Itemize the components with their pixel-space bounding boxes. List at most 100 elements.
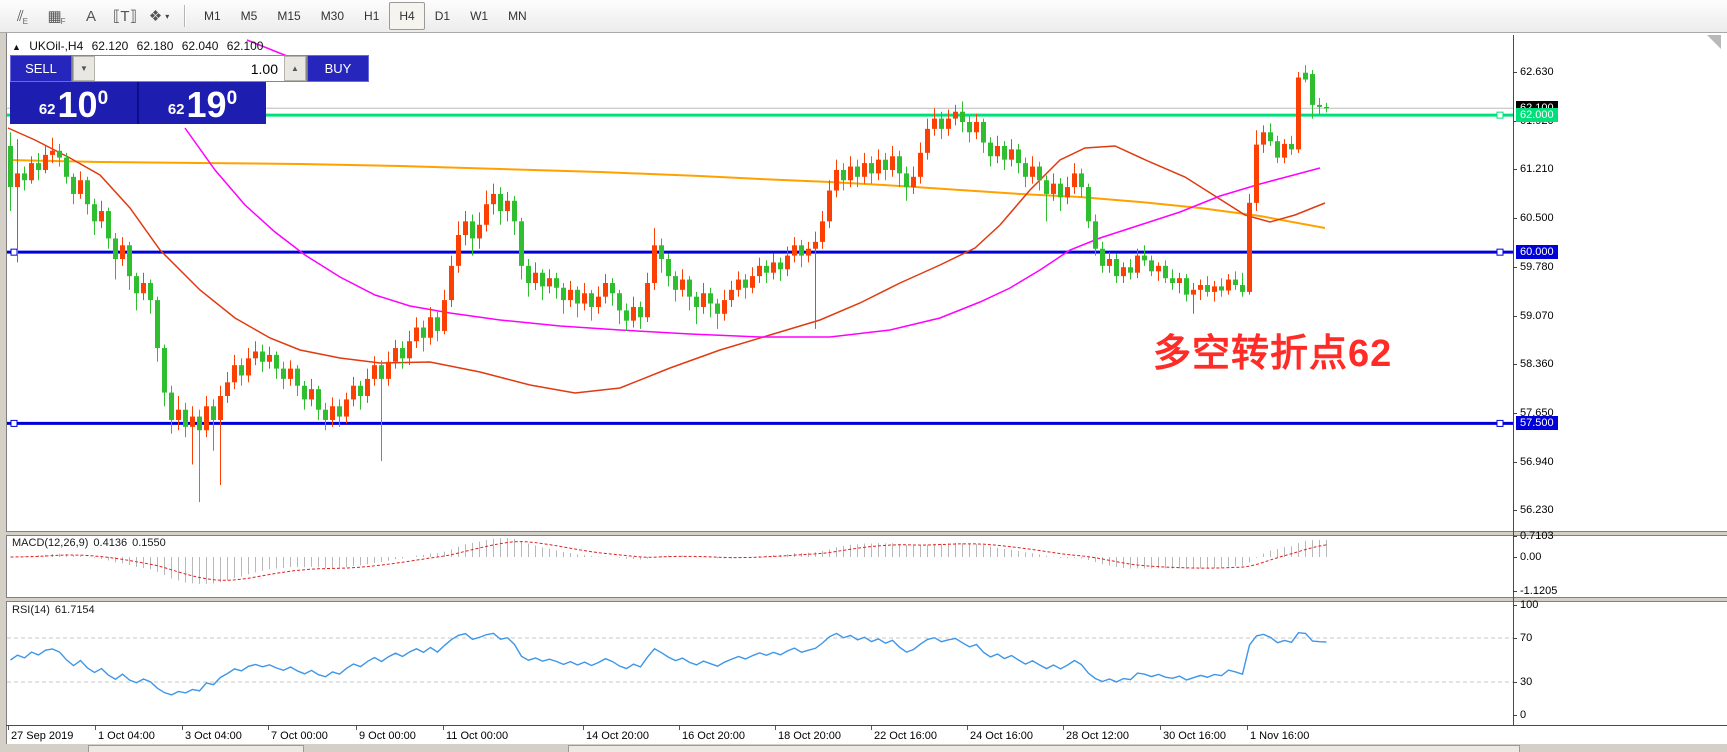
text-box-icon[interactable]: ⟦T⟧: [112, 8, 138, 25]
toolbar-separator: [184, 5, 186, 27]
text-label-icon[interactable]: A: [85, 7, 96, 25]
time-label: 1 Oct 04:00: [98, 730, 155, 742]
sell-price-head: 62: [38, 101, 56, 118]
scroll-corner-icon: [1707, 35, 1721, 49]
buy-price-head: 62: [167, 101, 185, 118]
rsi-scale-label: 100: [1520, 599, 1539, 611]
price-tick-label: 60.500: [1520, 211, 1554, 224]
price-tick-label: 58.360: [1520, 358, 1554, 371]
volume-control: ▼ ▲: [72, 55, 307, 82]
timeframe-M30[interactable]: M30: [320, 9, 345, 23]
drawing-tools: ⫽ E ▦ F A ⟦T⟧ ❖ ▾: [6, 2, 176, 30]
time-axis-border: [6, 725, 1727, 726]
shapes-arrows-icon[interactable]: ❖ ▾: [148, 8, 170, 25]
time-label: 18 Oct 20:00: [778, 730, 841, 742]
price-tick-dash: [1513, 267, 1517, 269]
timeframe-D1[interactable]: D1: [434, 9, 451, 23]
timeframe-M15[interactable]: M15: [277, 9, 301, 23]
rsi-scale-dash: [1513, 605, 1517, 606]
timeframe-W1[interactable]: W1: [470, 9, 489, 23]
time-label: 27 Sep 2019: [11, 730, 74, 742]
timeframe-H4[interactable]: H4: [389, 2, 425, 30]
time-tick: [443, 726, 444, 730]
time-label: 3 Oct 04:00: [185, 730, 242, 742]
time-tick: [95, 726, 96, 730]
symbol-name: UKOil-,H4: [29, 39, 84, 53]
hline-price-badge: 62.000: [1516, 108, 1558, 123]
equidistant-channel-icon[interactable]: ⫽ E: [16, 7, 29, 26]
sell-price-main: 10: [57, 83, 98, 125]
rsi-scale-dash: [1513, 682, 1517, 683]
bottom-tab-fragment: [88, 745, 304, 752]
volume-increase-button[interactable]: ▲: [284, 56, 306, 81]
ohlc-close: 62.100: [226, 39, 264, 53]
time-label: 24 Oct 16:00: [970, 730, 1033, 742]
price-tick-label: 59.780: [1520, 261, 1554, 274]
time-label: 7 Oct 00:00: [271, 730, 328, 742]
time-tick: [182, 726, 183, 730]
time-tick: [268, 726, 269, 730]
time-tick: [1247, 726, 1248, 730]
ohlc-open: 62.120: [91, 39, 129, 53]
sell-button[interactable]: SELL: [10, 55, 72, 82]
macd-scale-label: 0.00: [1520, 551, 1542, 563]
time-tick: [775, 726, 776, 730]
price-tick-dash: [1513, 120, 1517, 122]
rsi-label: RSI(14) 61.7154: [12, 604, 95, 616]
time-tick: [583, 726, 584, 730]
buy-price[interactable]: 62 19 0: [139, 82, 266, 124]
symbol-header: ▲ UKOil-,H4 62.120 62.180 62.040 62.100: [12, 39, 268, 53]
time-label: 16 Oct 20:00: [682, 730, 745, 742]
ohlc-high: 62.180: [136, 39, 174, 53]
buy-button[interactable]: BUY: [307, 55, 369, 82]
time-tick: [871, 726, 872, 730]
time-tick: [356, 726, 357, 730]
time-label: 9 Oct 00:00: [359, 730, 416, 742]
toolbar: ⫽ E ▦ F A ⟦T⟧ ❖ ▾ M1 M5 M15 M30 H1 H4 D1 W1 MN: [0, 0, 1727, 33]
time-tick: [1160, 726, 1161, 730]
timeframe-MN[interactable]: MN: [508, 9, 527, 23]
hline-price-badge: 57.500: [1516, 416, 1558, 431]
sell-price-pip: 0: [97, 88, 109, 109]
time-tick: [1063, 726, 1064, 730]
timeframe-M5[interactable]: M5: [240, 9, 258, 23]
price-tick-label: 56.940: [1520, 455, 1554, 468]
rsi-panel-separator[interactable]: [6, 597, 1727, 602]
bottom-tab-fragment: [568, 745, 1520, 752]
sell-price[interactable]: 62 10 0: [10, 82, 139, 124]
macd-scale-dash: [1513, 557, 1517, 558]
price-tick-dash: [1513, 364, 1517, 366]
ohlc-low: 62.040: [181, 39, 219, 53]
timeframe-H1[interactable]: H1: [364, 9, 380, 23]
fibonacci-grid-icon[interactable]: ▦ F: [47, 8, 66, 26]
price-tick-label: 59.070: [1520, 309, 1554, 322]
chart-window[interactable]: [0, 33, 1727, 752]
window-edge: [6, 33, 7, 752]
time-tick: [679, 726, 680, 730]
buy-price-pip: 0: [226, 88, 238, 109]
hline-price-badge: 60.000: [1516, 245, 1558, 260]
time-label: 22 Oct 16:00: [874, 730, 937, 742]
timeframe-buttons: M1 M5 M15 M30 H1 H4 D1 W1 MN: [194, 2, 537, 30]
price-tick-label: 56.230: [1520, 504, 1554, 517]
rsi-scale-label: 0: [1520, 709, 1527, 721]
price-tick-label: 61.210: [1520, 163, 1554, 176]
bottom-strip: [6, 744, 1727, 752]
volume-input[interactable]: [95, 56, 284, 81]
collapse-triangle-icon[interactable]: ▲: [12, 42, 21, 52]
chart-annotation-text: 多空转折点62: [1153, 333, 1393, 375]
macd-label: MACD(12,26,9) 0.4136 0.1550: [12, 537, 166, 549]
price-tick-dash: [1513, 315, 1517, 317]
timeframe-M1[interactable]: M1: [204, 9, 221, 23]
rsi-scale-label: 70: [1520, 632, 1533, 644]
price-tick-dash: [1513, 217, 1517, 219]
time-label: 1 Nov 16:00: [1250, 730, 1310, 742]
price-tick-dash: [1513, 169, 1517, 171]
price-tick-label: 62.630: [1520, 66, 1554, 78]
macd-panel-separator[interactable]: [6, 531, 1727, 536]
volume-decrease-button[interactable]: ▼: [73, 56, 95, 81]
time-tick: [967, 726, 968, 730]
rsi-scale-label: 30: [1520, 676, 1533, 688]
